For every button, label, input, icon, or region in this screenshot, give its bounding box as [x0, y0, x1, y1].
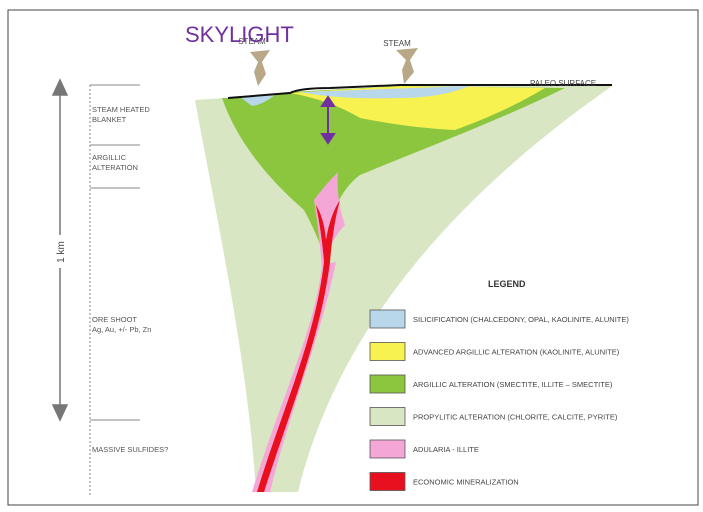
legend-label: ARGILLIC ALTERATION (SMECTITE, ILLITE – … — [413, 380, 613, 389]
depth-label: 1 km — [56, 241, 67, 263]
legend-label: SILICIFICATION (CHALCEDONY, OPAL, KAOLIN… — [413, 315, 629, 324]
zone-label: STEAM HEATED — [92, 105, 150, 114]
steam-label: STEAM — [383, 39, 411, 48]
legend-label: PROPYLITIC ALTERATION (CHLORITE, CALCITE… — [413, 413, 618, 422]
zone-label: ARGILLIC — [92, 153, 127, 162]
legend-label: ADULARIA - ILLITE — [413, 445, 479, 454]
legend-swatch — [370, 343, 405, 361]
legend-swatch — [370, 375, 405, 393]
legend-label: ECONOMIC MINERALIZATION — [413, 478, 519, 487]
title: SKYLIGHT — [185, 22, 294, 47]
zone-label: ORE SHOOT — [92, 315, 137, 324]
zone-label: ALTERATION — [92, 163, 138, 172]
legend-swatch — [370, 310, 405, 328]
diagram: STEAM STEAM PALEO SURFACE SKYLIGHT 1 km … — [0, 0, 703, 512]
zone-label: Ag, Au, +/- Pb, Zn — [92, 325, 151, 334]
legend-swatch — [370, 473, 405, 491]
legend-label: ADVANCED ARGILLIC ALTERATION (KAOLINITE,… — [413, 348, 620, 357]
zone-label: MASSIVE SULFIDES? — [92, 445, 168, 454]
legend-swatch — [370, 408, 405, 426]
surface-label: PALEO SURFACE — [530, 79, 596, 88]
legend-swatch — [370, 440, 405, 458]
zone-label: BLANKET — [92, 115, 127, 124]
legend-title: LEGEND — [488, 279, 526, 289]
